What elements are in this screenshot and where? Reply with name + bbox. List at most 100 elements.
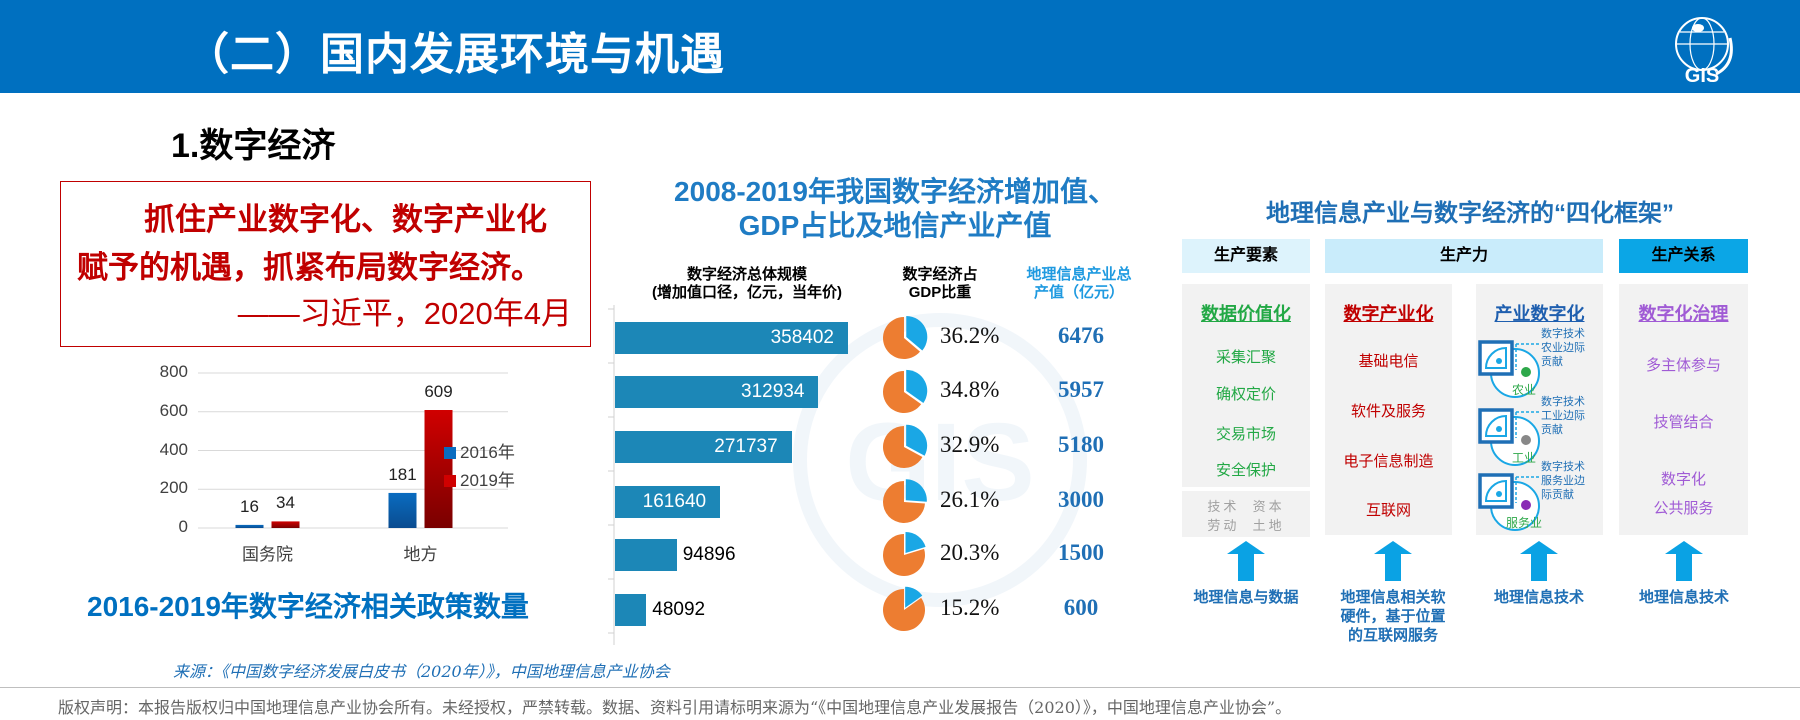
gdp-share-label: 26.1% <box>940 487 1000 512</box>
geo-output-value: 5180 <box>1058 432 1104 457</box>
sector-note: 数字技术 <box>1541 396 1585 408</box>
column-heading: 数据价值化 <box>1201 304 1291 324</box>
sector-label: 工业 <box>1511 451 1536 465</box>
scale-bar-label: 312934 <box>741 381 805 402</box>
pie-slice-share <box>906 369 928 403</box>
sector-label: 服务业 <box>1505 516 1542 530</box>
pie-slice-share <box>906 424 928 456</box>
scale-bar <box>615 376 819 408</box>
gdp-share-label: 20.3% <box>940 540 1000 565</box>
gdp-share-pie <box>883 315 928 359</box>
gdp-share-label: 34.8% <box>940 377 1000 402</box>
sector-note: 服务业边 <box>1541 475 1585 487</box>
column-heading: 产业数字化 <box>1494 304 1585 324</box>
scale-bar-label: 48092 <box>652 599 706 620</box>
diagram-title: 地理信息产业与数字经济的“四化框架” <box>1266 200 1674 227</box>
column-box <box>1619 284 1748 535</box>
factors-box <box>1182 491 1310 537</box>
car-icon <box>1521 435 1531 445</box>
gdp-share-label: 15.2% <box>940 595 1000 620</box>
source-note: 来源：《中国数字经济发展白皮书（2020年）》，中国地理信息产业协会 <box>173 662 670 681</box>
copyright-notice: 版权声明：本报告版权归中国地理信息产业协会所有。未经授权，严禁转载。数据、资料引… <box>58 698 1292 717</box>
pie-slice-rest <box>883 589 925 631</box>
page-title: （二）国内发展环境与机遇 <box>185 30 725 79</box>
enabler-label: 地理信息技术 <box>1638 589 1729 606</box>
column-item: 数字化 <box>1660 471 1706 488</box>
bar-2016年 <box>388 492 417 528</box>
section-title: 1.数字经济 <box>171 127 336 165</box>
pie-slice-rest <box>883 426 923 468</box>
header-band <box>0 0 1800 93</box>
y-tick-label: 800 <box>159 362 188 381</box>
bar-2019年 <box>271 521 300 528</box>
chart-title-line-2: GDP占比及地信产业产值 <box>738 210 1052 241</box>
factor-text: 技术 资本 <box>1207 499 1285 514</box>
legend-item: 2016年 <box>444 438 515 463</box>
column-item: 多主体参与 <box>1645 357 1721 374</box>
pie-slice-share <box>905 479 927 502</box>
y-tick-label: 0 <box>178 517 188 536</box>
y-tick-label: 600 <box>159 400 188 420</box>
quote-line-1: 抓住产业数字化、数字产业化 <box>144 202 547 237</box>
scale-bar <box>615 322 848 354</box>
header-line: 产值（亿元） <box>1033 284 1124 301</box>
data-label: 16 <box>240 496 259 516</box>
gdp-share-pie <box>883 424 928 468</box>
column-item: 公共服务 <box>1653 500 1714 517</box>
sector-note: 工业边际 <box>1541 410 1585 422</box>
enabler-label: 地理信息技术 <box>1493 589 1584 606</box>
y-tick-label: 200 <box>159 478 188 498</box>
column-item: 技管结合 <box>1653 414 1714 431</box>
footer-divider <box>0 687 1800 688</box>
chart-title-line-1: 2008-2019年我国数字经济增加值、 <box>674 176 1116 207</box>
enabler-label: 的互联网服务 <box>1347 627 1438 644</box>
scale-bar-label: 161640 <box>642 491 707 512</box>
y-tick-label: 400 <box>159 439 188 459</box>
column-header-geo-output: 地理信息产业总 产值（亿元） <box>1014 266 1144 302</box>
bar-2019年 <box>424 410 453 528</box>
arrow-up-icon <box>1374 541 1412 581</box>
leaf-icon <box>1521 367 1531 377</box>
leaf-sector-icon <box>1478 340 1540 398</box>
column-item: 互联网 <box>1365 502 1411 519</box>
sector-note: 际贡献 <box>1541 489 1574 501</box>
column-item: 采集汇聚 <box>1215 349 1276 366</box>
header-line: 数字经济占 <box>902 266 978 283</box>
svg-text:GIS: GIS <box>845 401 1035 524</box>
gdp-share-label: 36.2% <box>940 323 1000 348</box>
data-label: 34 <box>276 493 295 513</box>
policy-count-plot <box>198 372 508 529</box>
header-production-relations: 生产关系 <box>1619 239 1748 273</box>
scale-bar-label: 358402 <box>770 327 834 348</box>
sector-note: 贡献 <box>1541 424 1563 436</box>
category-label: 地方 <box>403 545 438 564</box>
policy-chart-title: 2016-2019年数字经济相关政策数量 <box>87 591 529 622</box>
column-item: 基础电信 <box>1358 353 1419 370</box>
geo-output-value: 600 <box>1063 595 1099 620</box>
category-label: 国务院 <box>242 545 293 564</box>
scale-bar-label: 271737 <box>714 436 778 457</box>
header-line: (增加值口径，亿元，当年价) <box>652 284 842 301</box>
sector-note: 数字技术 <box>1541 328 1585 340</box>
sector-note: 农业边际 <box>1541 342 1585 354</box>
scale-bar <box>615 431 792 463</box>
digital-economy-chart-title: 2008-2019年我国数字经济增加值、 GDP占比及地信产业产值 <box>600 175 1190 243</box>
sector-note: 数字技术 <box>1541 461 1585 473</box>
dining-sector-icon <box>1478 473 1540 531</box>
column-item: 电子信息制造 <box>1343 453 1434 470</box>
column-item: 交易市场 <box>1215 426 1276 443</box>
column-item: 安全保护 <box>1215 462 1276 479</box>
gis-association-logo: GIS <box>1675 17 1733 87</box>
bar-2016年 <box>235 524 264 528</box>
column-item: 确权定价 <box>1215 386 1276 403</box>
scale-bar <box>615 486 721 518</box>
watermark-logo: GIS <box>793 313 1087 607</box>
column-heading: 数字产业化 <box>1343 304 1434 324</box>
scale-bar <box>615 539 677 571</box>
geo-output-value: 1500 <box>1058 540 1104 565</box>
header-line: 地理信息产业总 <box>1026 266 1132 283</box>
gdp-share-pie <box>883 586 925 631</box>
pie-slice-rest <box>883 317 921 359</box>
header-production-factors: 生产要素 <box>1182 239 1310 273</box>
car-sector-icon <box>1478 408 1540 466</box>
